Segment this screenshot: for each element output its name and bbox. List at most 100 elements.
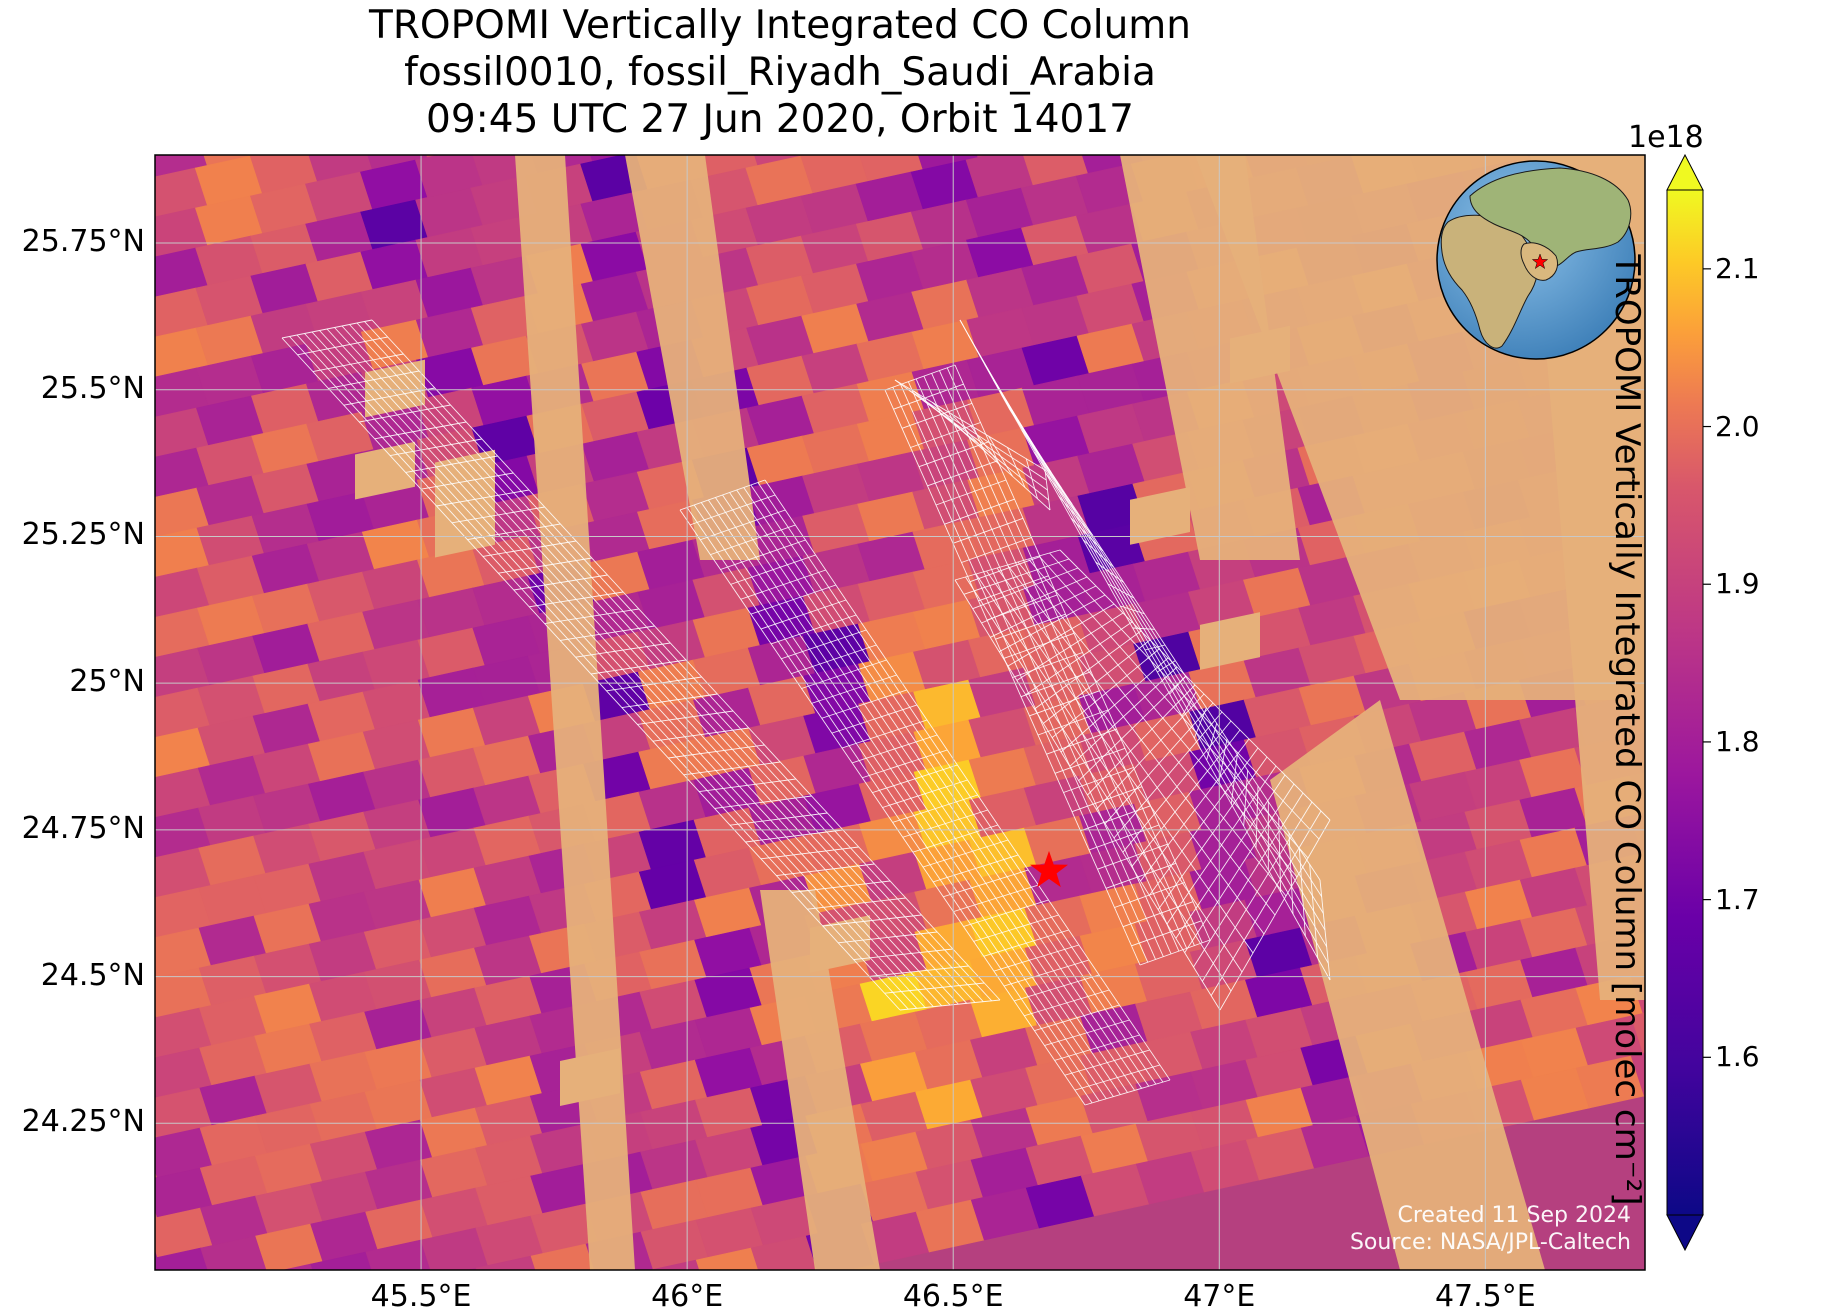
overpass-gridline	[1034, 1004, 1120, 1032]
globe-eurasia	[1469, 167, 1632, 268]
overpass-gridline	[1025, 458, 1038, 499]
colorbar-tick-label: 1.8	[1715, 724, 1760, 758]
overpass-gridline	[730, 554, 816, 585]
co-pixel	[0, 884, 47, 936]
co-pixel	[690, 88, 758, 140]
co-pixel	[1795, 848, 1821, 900]
co-pixel	[1792, 248, 1821, 300]
co-pixel	[0, 1204, 48, 1256]
co-pixel	[1739, 500, 1807, 552]
overpass-gridline	[1140, 738, 1250, 882]
overpass-gridline	[892, 794, 978, 823]
overpass-gridline	[1063, 767, 1134, 793]
co-pixel	[30, 152, 98, 204]
overpass-gridline	[544, 608, 639, 625]
latitude-tick-label: 24.5°N	[40, 957, 145, 993]
overpass-gridline	[1181, 691, 1197, 717]
co-pixel	[1793, 368, 1821, 420]
satellite-imagery-gaps	[355, 155, 1645, 1270]
title-line-2: fossil0010, fossil_Riyadh_Saudi_Arabia	[404, 50, 1156, 95]
graticule	[155, 155, 1645, 1270]
overpass-gridline	[760, 599, 847, 630]
co-pixel	[0, 444, 44, 496]
overpass-gridline	[998, 594, 1106, 653]
overpass-gridline	[990, 585, 1097, 638]
co-pixel	[1363, 155, 1371, 157]
co-pixel	[1737, 140, 1805, 192]
co-pixel	[1795, 808, 1821, 860]
overpass-gridline	[1008, 407, 1052, 473]
co-pixel	[87, 460, 155, 512]
colorbar-tick-label: 1.9	[1715, 567, 1760, 601]
overpass-gridline	[869, 965, 969, 977]
co-pixel	[1739, 660, 1807, 712]
co-pixel	[32, 552, 100, 604]
co-pixel	[365, 1239, 431, 1270]
overpass-gridline	[807, 897, 906, 910]
co-pixel	[856, 92, 924, 144]
co-pixel	[1792, 128, 1821, 180]
co-pixel	[1796, 1008, 1821, 1060]
overpass-gridline	[700, 509, 786, 541]
desert-patch	[365, 359, 425, 418]
co-pixel	[1741, 980, 1809, 1032]
colorbar-over-extend	[1666, 153, 1704, 191]
co-pixel	[1738, 460, 1806, 512]
co-pixel	[0, 124, 43, 176]
desert-patch	[1200, 612, 1260, 670]
co-pixel	[426, 155, 453, 161]
overpass-gridline	[1007, 447, 1026, 488]
overpass-gridline	[851, 734, 938, 764]
co-pixel	[1794, 648, 1821, 700]
overpass-gridline	[714, 795, 812, 809]
co-pixel	[155, 736, 157, 741]
overpass-gridline	[1087, 684, 1196, 796]
overpass-gridline	[902, 809, 988, 838]
overpass-gridline	[1243, 770, 1249, 827]
desert-patch	[435, 449, 495, 558]
colorbar-tick-label: 2.0	[1715, 409, 1760, 443]
map-frame	[154, 154, 1646, 1271]
overpass-gridline	[901, 402, 973, 429]
overpass-gridline	[1095, 561, 1124, 583]
overpass-gridline	[862, 749, 948, 779]
overpass-gridline	[1107, 583, 1135, 599]
co-pixel	[155, 1248, 159, 1262]
co-pixel	[201, 1276, 269, 1315]
overpass-gridline	[1012, 652, 1083, 678]
overpass-gridline	[918, 441, 990, 468]
longitude-tick-label: 46°E	[651, 1279, 724, 1314]
co-pixel	[1406, 92, 1474, 144]
overpass-gridline	[621, 693, 718, 709]
overpass-gridline	[1080, 805, 1151, 832]
overpass-gridline	[1043, 639, 1151, 724]
latitude-tick-label: 25.75°N	[21, 224, 145, 260]
co-pixel	[475, 1255, 536, 1270]
overpass-gridline	[1218, 738, 1228, 783]
co-pixel	[635, 100, 703, 152]
overpass-gridline	[831, 704, 918, 734]
overpass-gridline	[781, 629, 867, 660]
co-pixel	[1793, 328, 1821, 380]
overpass-gridline	[1122, 720, 1232, 853]
overpass-gridline	[1309, 864, 1319, 959]
co-pixel	[1796, 888, 1821, 940]
co-pixel	[34, 872, 102, 924]
title-line-1: TROPOMI Vertically Integrated CO Column	[369, 3, 1191, 48]
overpass-gridline	[872, 764, 958, 794]
overpass-gridline	[312, 353, 404, 373]
overpass-gridline	[1037, 709, 1109, 736]
co-pixel	[1527, 155, 1554, 161]
overpass-gridline	[1131, 729, 1241, 867]
co-pixel	[695, 1247, 759, 1270]
overpass-gridline	[1166, 765, 1277, 925]
co-pixel	[1794, 568, 1821, 620]
colorbar-gradient	[1666, 189, 1704, 1216]
co-pixel	[32, 472, 100, 524]
overpass-gridline	[1074, 1064, 1161, 1091]
co-pixel	[30, 112, 98, 164]
overpass-gridline	[668, 744, 765, 759]
overpass-gridline	[1105, 862, 1177, 889]
map-area	[0, 88, 1821, 1315]
co-pixel	[1794, 608, 1821, 660]
